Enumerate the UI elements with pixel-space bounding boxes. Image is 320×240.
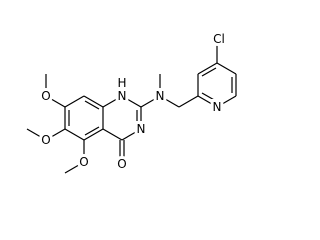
atom-label: O [41, 133, 50, 147]
atom-label: O [117, 157, 126, 171]
atom-label: Cl [213, 32, 225, 46]
atom-label: H [117, 76, 126, 90]
structure: O O O O H N N N N Cl [26, 29, 237, 174]
page: O O O O H N N N N Cl (() => { const data… [26, 29, 237, 174]
atom-label: N [156, 89, 165, 103]
atom-label: O [41, 89, 50, 103]
bonds [26, 41, 237, 174]
atom-label: O [79, 155, 88, 169]
atom-label: N [118, 89, 127, 103]
atom-labels: O O O O H N N N N Cl [38, 29, 228, 174]
atom-label: N [213, 100, 222, 114]
atom-label: N [137, 122, 146, 136]
